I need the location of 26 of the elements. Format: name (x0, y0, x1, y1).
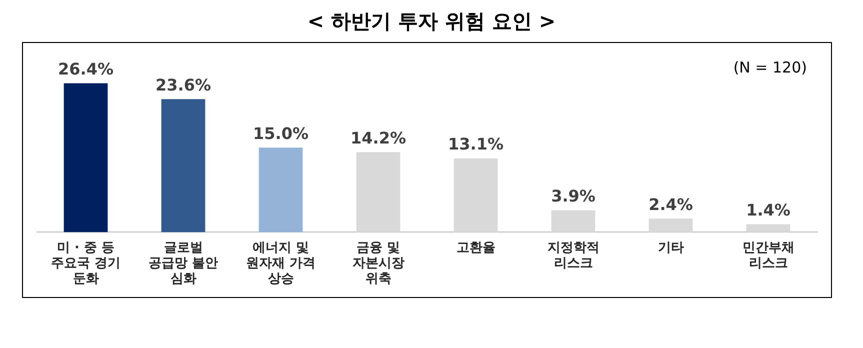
x-tick-label: 민간부채 리스크 (742, 240, 794, 271)
bar (161, 99, 206, 232)
data-label: 23.6% (155, 75, 212, 94)
x-tick-label: 글로벌 공급망 불안 심화 (148, 240, 218, 287)
bar (64, 83, 108, 232)
text: (N = 120) (733, 58, 807, 76)
data-label: 2.4% (648, 194, 693, 214)
bar (258, 148, 303, 232)
bar (454, 158, 498, 232)
data-label: 26.4% (58, 59, 114, 78)
bar (648, 218, 693, 232)
x-tick-label: 미 · 중 등 주요국 경기 둔화 (50, 240, 121, 287)
x-tick-label: 고환율 (456, 240, 496, 256)
data-label: 15.0% (252, 124, 309, 143)
data-label: 1.4% (746, 200, 790, 220)
x-tick-label: 지정학적 리스크 (547, 240, 600, 271)
data-label: 3.9% (551, 186, 596, 206)
bar (746, 224, 790, 232)
bar (551, 210, 596, 232)
x-tick-label: 에너지 및 원자재 가격 상승 (246, 240, 316, 287)
x-tick-label: 기타 (658, 240, 684, 256)
chart-title: < 하반기 투자 위험 요인 > (306, 8, 557, 35)
bar (356, 152, 400, 232)
data-label: 14.2% (350, 128, 406, 148)
data-label: 13.1% (448, 134, 504, 154)
x-tick-label: 금융 및 자본시장 위축 (352, 240, 404, 287)
